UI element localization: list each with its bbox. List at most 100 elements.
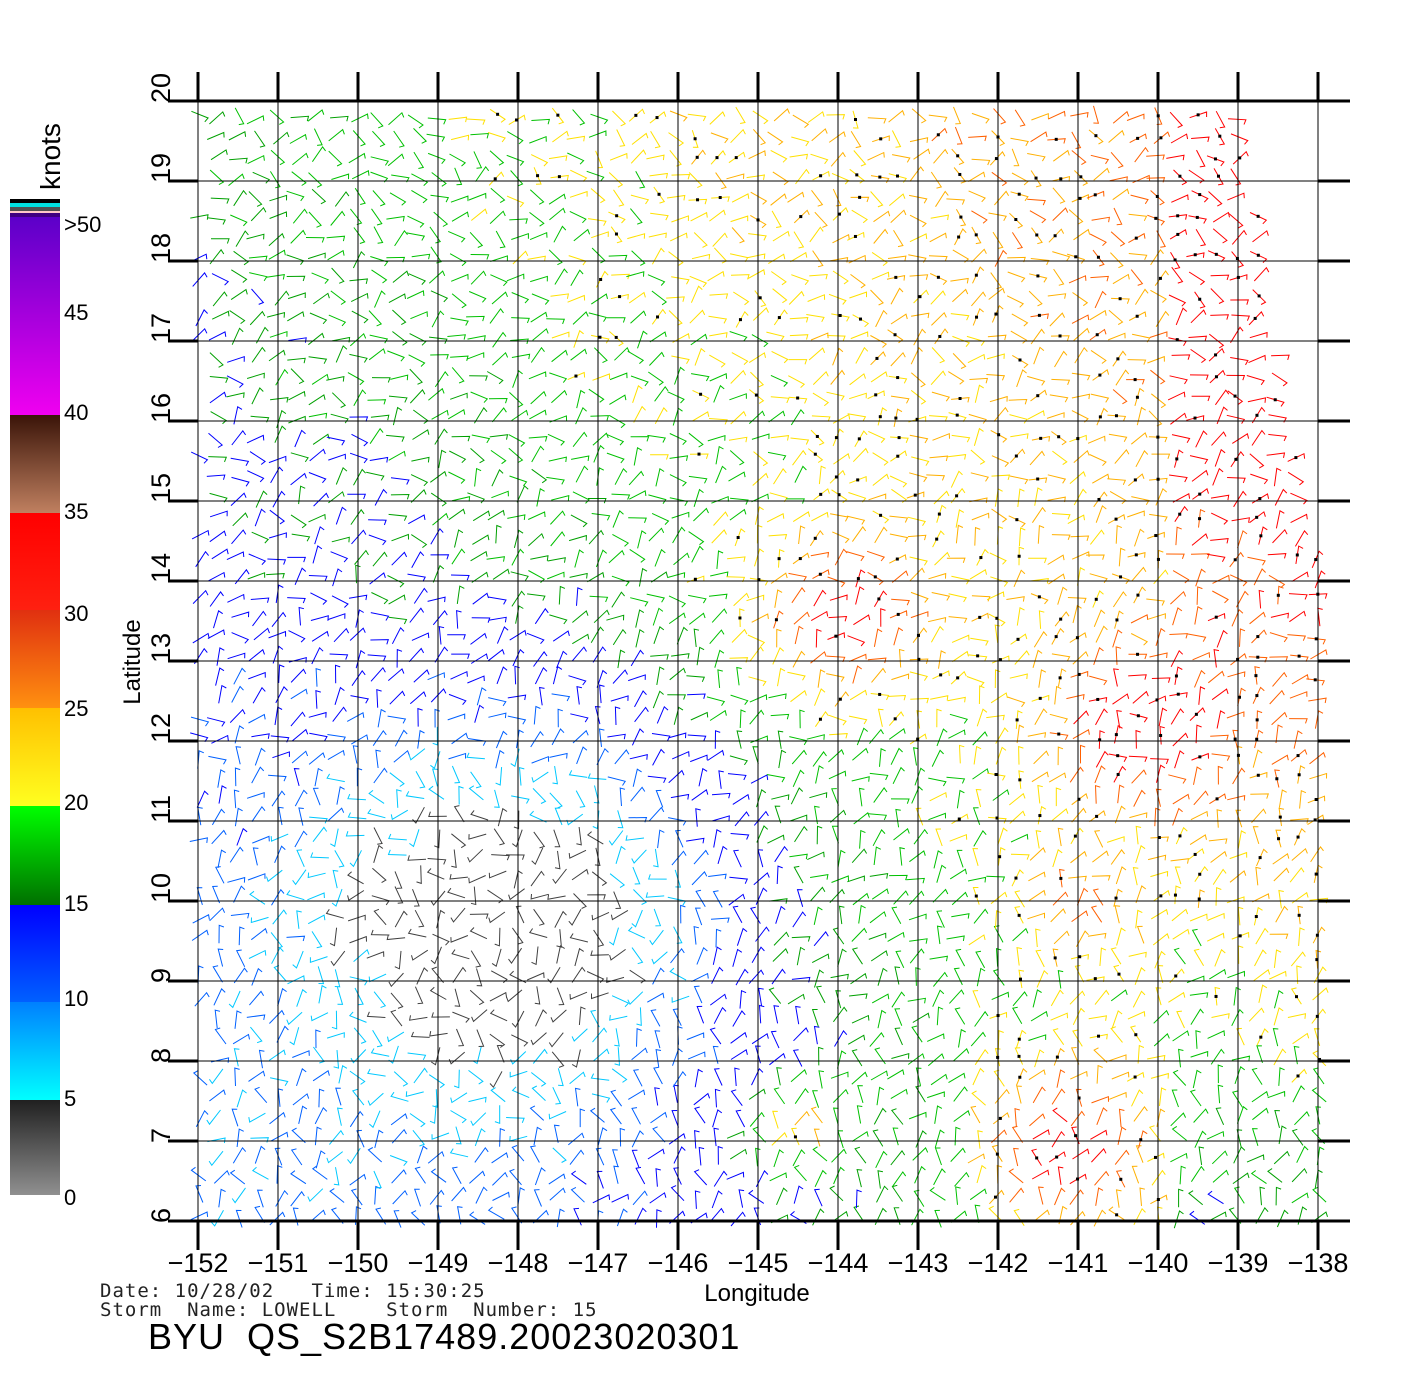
wind-barb xyxy=(447,409,466,420)
wind-barb xyxy=(226,375,244,388)
wind-barb xyxy=(810,429,825,446)
wind-barb xyxy=(236,1128,244,1148)
wind-barb xyxy=(350,695,369,704)
wind-barb xyxy=(309,956,328,963)
wind-barb xyxy=(508,114,526,126)
wind-barb xyxy=(908,913,927,921)
wind-barb xyxy=(251,766,265,784)
rain-flag-dot xyxy=(598,335,602,339)
wind-barb xyxy=(815,765,824,784)
wind-barb xyxy=(887,694,907,701)
wind-barb xyxy=(834,1030,848,1047)
wind-barb xyxy=(1071,372,1091,381)
wind-barb xyxy=(710,571,729,578)
wind-barb xyxy=(251,346,266,363)
wind-barb xyxy=(1155,987,1162,1006)
rain-flag-dot xyxy=(1037,595,1041,599)
wind-barb xyxy=(972,807,981,825)
wind-barb xyxy=(668,769,685,784)
wind-barb xyxy=(246,115,265,125)
wind-barb xyxy=(870,950,888,962)
wind-barb xyxy=(550,1009,567,1023)
wind-barb xyxy=(847,875,865,883)
wind-barb xyxy=(431,172,447,187)
wind-barb xyxy=(374,1185,381,1205)
wind-barb xyxy=(789,153,809,160)
wind-barb xyxy=(770,1030,780,1049)
wind-barb xyxy=(413,669,430,683)
wind-barb xyxy=(853,614,871,626)
wind-barb xyxy=(948,1072,966,1084)
wind-barb xyxy=(650,654,669,660)
wind-barb xyxy=(269,211,288,219)
wind-barb xyxy=(1066,253,1086,264)
wind-barb xyxy=(1071,314,1090,324)
wind-barb xyxy=(1014,890,1025,908)
wind-barb xyxy=(967,1153,985,1164)
wind-barb xyxy=(950,277,969,284)
wind-barb xyxy=(806,734,825,740)
rain-flag-dot xyxy=(574,374,578,378)
wind-barb xyxy=(252,610,267,627)
wind-barb xyxy=(875,1150,888,1169)
rain-flag-dot xyxy=(1258,497,1262,501)
wind-barb xyxy=(717,845,728,865)
wind-barb xyxy=(231,327,244,345)
wind-barb xyxy=(731,193,750,203)
wind-barb xyxy=(971,1090,986,1106)
wind-barb xyxy=(373,991,387,1008)
wind-barb xyxy=(729,876,749,884)
wind-barb xyxy=(1293,730,1303,749)
wind-barb xyxy=(578,1006,586,1026)
wind-barb xyxy=(427,858,447,865)
wind-barb xyxy=(754,548,765,567)
wind-barb xyxy=(433,211,449,227)
wind-barb xyxy=(929,455,949,462)
wind-barb xyxy=(351,734,369,745)
wind-barb xyxy=(470,771,482,789)
x-tick-label: −152 xyxy=(168,1248,229,1278)
wind-barb xyxy=(327,734,346,742)
rain-flag-dot xyxy=(1214,353,1218,357)
rain-flag-dot xyxy=(1054,137,1058,141)
wind-barb xyxy=(850,331,869,340)
wind-barb xyxy=(1151,677,1171,683)
wind-barb xyxy=(1031,1148,1042,1166)
wind-barb xyxy=(294,567,307,585)
wind-barb xyxy=(1273,1048,1287,1066)
wind-barb xyxy=(709,1027,722,1045)
wind-barb xyxy=(1171,354,1191,360)
rain-flag-dot xyxy=(1198,193,1202,197)
wind-barb xyxy=(790,1069,807,1083)
wind-barb xyxy=(488,911,506,924)
wind-barb xyxy=(649,351,665,366)
wind-barb xyxy=(872,135,890,143)
wind-barb xyxy=(911,108,927,124)
wind-barb xyxy=(767,834,785,844)
y-tick-label: 12 xyxy=(146,713,176,743)
wind-barb xyxy=(331,392,347,408)
wind-barb xyxy=(990,692,1008,704)
wind-barb xyxy=(568,849,587,859)
wind-barb xyxy=(1211,1013,1230,1019)
wind-barb xyxy=(1093,491,1108,508)
wind-barb xyxy=(934,1129,945,1148)
rain-flag-dot xyxy=(1234,457,1238,461)
wind-barb xyxy=(986,875,1006,882)
wind-barb xyxy=(731,352,749,365)
wind-barb xyxy=(669,433,687,446)
rain-flag-dot xyxy=(1297,654,1301,658)
wind-barb xyxy=(515,605,524,624)
wind-barb xyxy=(1014,906,1024,924)
wind-barb xyxy=(289,1027,300,1046)
wind-barb xyxy=(328,807,345,821)
wind-barb xyxy=(970,1105,981,1124)
wind-barb xyxy=(928,812,946,821)
wind-barb xyxy=(1193,1108,1209,1123)
x-tick-label: −143 xyxy=(888,1248,949,1278)
wind-barb xyxy=(831,825,839,844)
wind-barb xyxy=(1198,508,1206,528)
wind-barb xyxy=(654,407,668,425)
wind-barb xyxy=(827,576,846,588)
wind-barb xyxy=(413,151,425,169)
